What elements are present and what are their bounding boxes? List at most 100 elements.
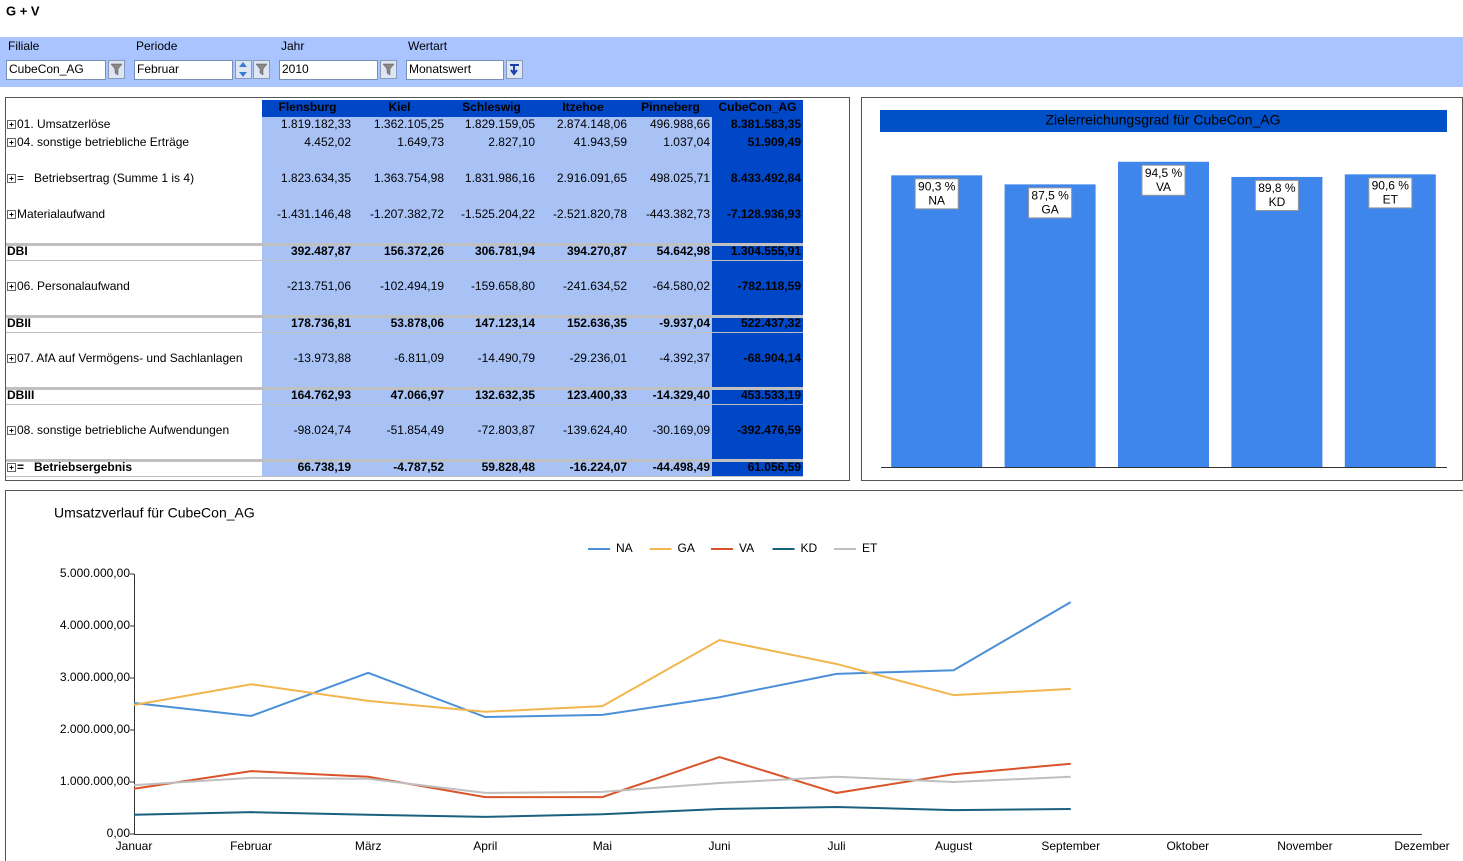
bar-category-label: ET <box>1383 193 1399 207</box>
data-column-bg <box>262 100 712 477</box>
cell: -213.751,06 <box>287 279 351 293</box>
filter-value: CubeCon_AG <box>9 62 84 76</box>
filter-input[interactable] <box>134 60 233 80</box>
cell: -13.973,88 <box>294 351 352 365</box>
cell: -7.128.936,93 <box>727 207 801 221</box>
row-label: 04. sonstige betriebliche Erträge <box>17 135 189 149</box>
line-series <box>133 601 1072 719</box>
line-panel <box>5 490 1463 861</box>
bar-category-label: GA <box>1041 203 1058 217</box>
label-box <box>1368 177 1413 209</box>
label-box <box>1028 187 1073 219</box>
bar-category-label: NA <box>928 194 945 208</box>
cell: 1.831.986,16 <box>465 171 535 185</box>
cell: -782.118,59 <box>738 279 802 293</box>
cell: -29.236,01 <box>570 351 628 365</box>
x-tick-label: Juli <box>828 839 846 853</box>
cell: -68.904,14 <box>744 351 802 365</box>
y-tick-label: 2.000.000,00 <box>60 722 130 736</box>
expand-icon <box>9 122 14 127</box>
cell: 132.632,35 <box>475 388 535 402</box>
row-label: 06. Personalaufwand <box>17 279 130 293</box>
filter-button[interactable] <box>235 60 252 79</box>
cell: 306.781,94 <box>475 244 535 258</box>
cell: -159.658,80 <box>471 279 535 293</box>
row-label: 07. AfA auf Vermögens- und Sachlanlagen <box>17 351 243 365</box>
filter-value: Februar <box>137 62 179 76</box>
table-header-bg <box>262 100 803 117</box>
separator <box>6 243 803 246</box>
x-tick-label: Januar <box>116 839 153 853</box>
chart-title: Zielerreichungsgrad für CubeCon_AG <box>1045 112 1280 128</box>
cell: -16.224,07 <box>570 460 628 474</box>
cell: 61.056,59 <box>748 460 802 474</box>
cell: 1.037,04 <box>663 135 710 149</box>
page-title: G + V <box>6 3 40 18</box>
label-box <box>1254 179 1299 211</box>
cell: -44.498,49 <box>653 460 711 474</box>
x-tick-label: November <box>1277 839 1332 853</box>
filter-label: Jahr <box>281 39 304 53</box>
x-tick-label: Juni <box>708 839 730 853</box>
expand-icon <box>9 140 14 145</box>
cell: 54.642,98 <box>657 244 711 258</box>
y-tick-label: 0,00 <box>107 826 131 840</box>
legend-label: KD <box>801 541 818 555</box>
cell: 1.823.634,35 <box>281 171 351 185</box>
separator <box>6 459 803 462</box>
cell: -98.024,74 <box>294 423 352 437</box>
cell: 8.433.492,84 <box>731 171 801 185</box>
filter-input[interactable] <box>279 60 378 80</box>
chart-title-bg <box>880 110 1447 132</box>
bar-category-label: KD <box>1269 195 1286 209</box>
x-tick-label: April <box>473 839 497 853</box>
cell: 1.649,73 <box>397 135 444 149</box>
bar <box>891 175 983 467</box>
drop-icon <box>510 64 519 76</box>
y-tick-label: 3.000.000,00 <box>60 670 130 684</box>
expand-icon <box>9 356 14 361</box>
x-tick-label: September <box>1041 839 1100 853</box>
row-label: Materialaufwand <box>17 207 105 221</box>
column-header: Kiel <box>388 100 410 114</box>
label-box <box>1141 164 1186 196</box>
cell: 522.437,32 <box>741 316 801 330</box>
filter-input[interactable] <box>6 60 106 80</box>
cell: 453.533,19 <box>741 388 801 402</box>
funnel-icon <box>382 63 395 76</box>
filter-input[interactable] <box>406 60 504 80</box>
cell: 47.066,97 <box>391 388 445 402</box>
filter-label: Filiale <box>8 39 40 53</box>
bar <box>1231 176 1323 468</box>
filter-value: Monatswert <box>409 62 472 76</box>
x-tick-label: Mai <box>593 839 612 853</box>
funnel-icon <box>110 63 123 76</box>
column-header: CubeCon_AG <box>719 100 797 114</box>
row-label: DBI <box>7 244 28 258</box>
bar-value-label: 90,6 % <box>1372 179 1410 193</box>
cell: -443.382,73 <box>646 207 710 221</box>
bar-value-label: 89,8 % <box>1258 181 1296 195</box>
bar <box>1118 161 1209 467</box>
x-tick-label: August <box>935 839 973 853</box>
cell: -51.854,49 <box>387 423 445 437</box>
cell: -2.521.820,78 <box>553 207 627 221</box>
filter-label: Periode <box>136 39 178 53</box>
cell: -1.431.146,48 <box>277 207 351 221</box>
cell: -6.811,09 <box>394 351 444 365</box>
cell: -1.525.204,22 <box>461 207 535 221</box>
chart-title: Umsatzverlauf für CubeCon_AG <box>54 505 255 521</box>
line-series <box>133 638 1071 713</box>
total-column-bg <box>712 100 803 477</box>
separator <box>6 315 803 318</box>
cell: 498.025,71 <box>650 171 710 185</box>
cell: 152.636,35 <box>567 316 627 330</box>
line-series <box>133 775 1071 794</box>
legend-label: VA <box>739 541 754 555</box>
cell: 41.943,59 <box>574 135 628 149</box>
cell: 8.381.583,35 <box>731 117 801 131</box>
row-label: 01. Umsatzerlöse <box>17 117 111 131</box>
x-tick-label: Oktober <box>1166 839 1209 853</box>
